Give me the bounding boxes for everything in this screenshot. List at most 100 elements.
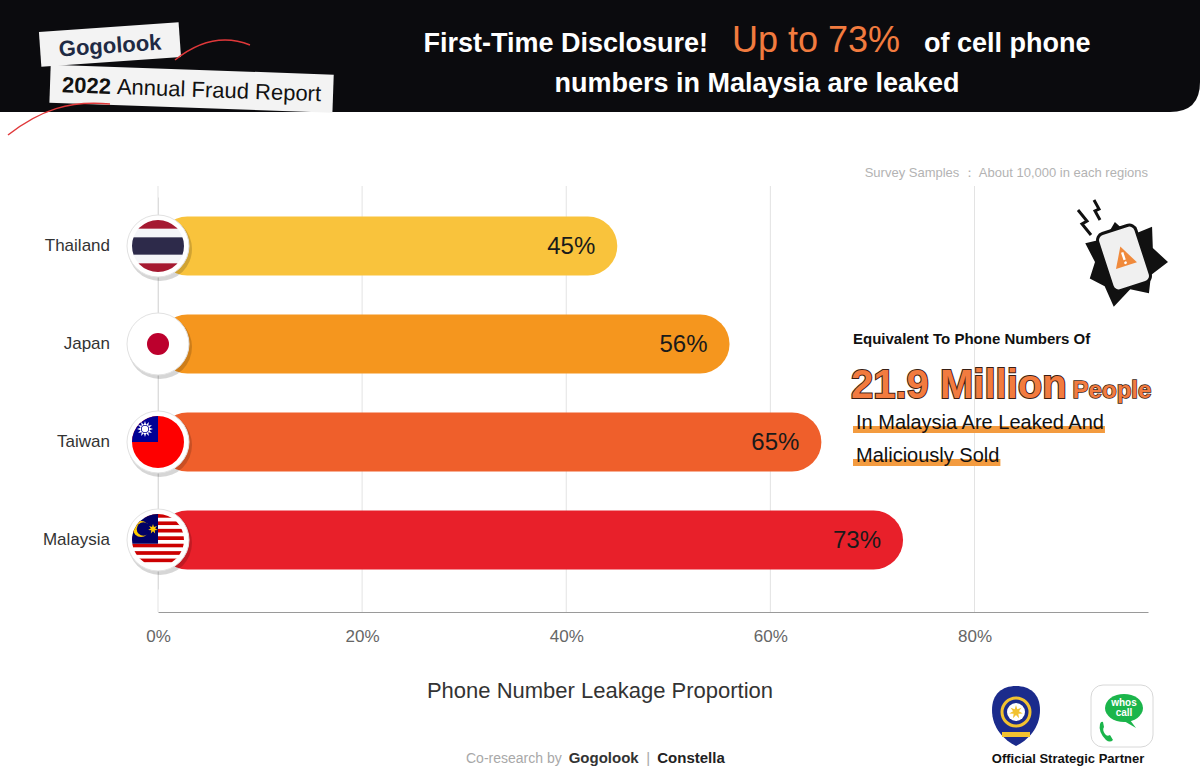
data-labels: 45% 56% 65% 73% <box>547 232 881 553</box>
x-tick-label: 60% <box>754 627 788 646</box>
decoration <box>118 318 198 370</box>
decoration <box>1007 703 1025 721</box>
title-line: numbers in Malaysia are leaked <box>554 68 959 98</box>
chart: Gogolook 2022Annual Fraud Report First-Tim… <box>0 0 1200 771</box>
decoration <box>1009 705 1023 718</box>
footer-text: Co-research by <box>466 750 562 766</box>
data-label: 65% <box>751 428 799 455</box>
x-tick: 80% <box>958 612 992 646</box>
title-part: of cell phone <box>924 28 1091 58</box>
badge-year: 2022 <box>62 72 112 99</box>
decoration <box>1124 261 1128 265</box>
badge-paper <box>49 65 333 113</box>
title: First-Time Disclosure!Up to 73%of cell p… <box>423 19 1090 60</box>
x-axis-line <box>159 612 1149 613</box>
decoration <box>118 544 198 548</box>
data-label: 73% <box>833 526 881 553</box>
decoration <box>118 562 198 566</box>
title-part: First-Time Disclosure! <box>423 28 708 58</box>
badge-report: Annual Fraud Report <box>117 74 322 106</box>
badge-brand: Gogolook <box>58 29 163 61</box>
decoration <box>118 514 158 544</box>
flags <box>118 215 198 575</box>
decoration <box>118 555 198 559</box>
decoration <box>1091 685 1153 747</box>
bar <box>158 413 821 472</box>
bar <box>158 217 617 276</box>
badge-report-box: 2022Annual Fraud Report <box>49 65 333 113</box>
decoration <box>137 522 151 536</box>
decoration <box>1085 222 1168 307</box>
badge-brand-box: Gogolook <box>39 22 181 67</box>
flag <box>118 411 198 477</box>
app-logo-text: call <box>1116 707 1133 718</box>
survey-note: Survey Samples ： About 10,000 in each re… <box>865 165 1149 180</box>
data-label: 45% <box>547 232 595 259</box>
partner-label: Official Strategic Partner <box>992 751 1144 766</box>
bar <box>158 315 730 374</box>
decoration <box>1105 694 1143 722</box>
flag <box>118 215 198 281</box>
flag <box>118 313 198 379</box>
callout-text: In Malaysia Are Leaked And <box>856 411 1104 433</box>
decoration <box>118 514 198 566</box>
x-tick: 20% <box>346 612 380 646</box>
bar <box>158 511 903 570</box>
decoration <box>118 559 198 563</box>
decoration <box>1078 200 1100 235</box>
footer-text: Gogolook <box>569 749 640 766</box>
footer-text: Constella <box>657 749 725 766</box>
decoration <box>142 426 148 432</box>
decoration <box>1100 722 1113 742</box>
decoration <box>141 425 149 433</box>
x-tick: 60% <box>754 612 788 646</box>
x-tick: 0% <box>146 612 171 646</box>
data-label: 56% <box>659 330 707 357</box>
callout-text: Maliciously Sold <box>856 444 999 466</box>
x-tick: 40% <box>550 612 584 646</box>
badge-paper <box>39 22 181 67</box>
badge-scribble <box>8 40 250 135</box>
decoration <box>1002 698 1030 726</box>
background <box>0 0 1200 771</box>
y-tick-label: Taiwan <box>57 432 110 451</box>
x-tick-label: 80% <box>958 627 992 646</box>
decoration <box>1096 223 1153 292</box>
partner-crest <box>992 686 1040 746</box>
alert-icon <box>1078 200 1168 307</box>
bars <box>158 217 903 570</box>
y-tick-label: Japan <box>64 334 110 353</box>
callout: Equivalent To Phone Numbers Of21.9 Milli… <box>851 330 1151 466</box>
decoration <box>118 318 198 370</box>
y-tick-label: Thailand <box>45 236 110 255</box>
decoration <box>1124 720 1136 728</box>
decoration <box>118 229 198 238</box>
callout-text: Equivalent To Phone Numbers Of <box>853 330 1091 347</box>
flag <box>118 509 198 575</box>
decoration <box>118 220 198 229</box>
footer: Co-research by Gogolook | Constella <box>466 749 725 766</box>
decoration <box>118 416 198 468</box>
footer-text: | <box>646 749 650 766</box>
decoration <box>118 547 198 551</box>
decoration <box>137 421 153 437</box>
x-tick-label: 40% <box>550 627 584 646</box>
decoration <box>1002 732 1030 737</box>
decoration <box>1110 243 1137 269</box>
decoration <box>147 333 169 355</box>
decoration <box>118 220 198 273</box>
x-axis-title: Phone Number Leakage Proportion <box>427 678 773 703</box>
decoration <box>118 416 158 442</box>
partner-app-logo: whoscall <box>1091 685 1153 747</box>
decoration <box>992 686 1040 746</box>
decoration <box>118 551 198 555</box>
x-tick-label: 0% <box>146 627 171 646</box>
x-axis: 0% 20% 40% 60% 80% <box>146 612 1148 646</box>
decoration <box>118 416 198 468</box>
decoration <box>1096 223 1153 292</box>
x-tick-label: 20% <box>346 627 380 646</box>
decoration <box>148 524 158 534</box>
y-tick-label: Malaysia <box>43 530 111 549</box>
decoration <box>1121 252 1126 260</box>
callout-unit: People <box>1073 376 1152 403</box>
